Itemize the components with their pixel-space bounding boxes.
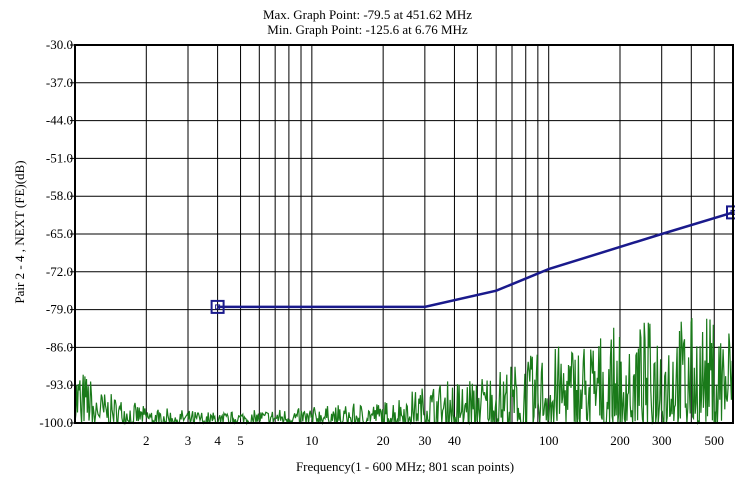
x-tick-label: 200 [610,433,630,448]
y-tick-label: -44.0 [46,113,73,128]
x-tick-label: 100 [539,433,559,448]
x-tick-label: 500 [704,433,724,448]
x-tick-label: 5 [237,433,244,448]
x-tick-label: 3 [185,433,192,448]
y-tick-label: -30.0 [46,37,73,52]
x-tick-label: 2 [143,433,150,448]
y-tick-label: -65.0 [46,226,73,241]
y-tick-label: -86.0 [46,339,73,354]
x-tick-label: 30 [418,433,431,448]
y-tick-labels: -30.0 -37.0 -44.0 -51.0 -58.0 -65.0 -72.0 -79.0… [39,37,73,430]
min-graph-point-label: Min. Graph Point: -125.6 at 6.76 MHz [267,22,468,37]
y-tick-label: -51.0 [46,150,73,165]
x-tick-label: 40 [448,433,461,448]
x-axis-label: Frequency(1 - 600 MHz; 801 scan points) [295,459,515,474]
x-tick-label: 10 [305,433,318,448]
y-axis-label: Pair 2 - 4 , NEXT (FE)(dB) [12,160,27,304]
limit-series [210,205,735,314]
x-tick-label: 300 [652,433,672,448]
y-tick-label: -79.0 [46,302,73,317]
y-tick-label: -93.0 [46,377,73,392]
measurement-series [74,317,734,426]
limit-marker-inner [215,304,221,310]
y-tick-label: -72.0 [46,264,73,279]
limit-marker [210,299,225,314]
x-tick-labels: 2 3 4 5 10 20 30 40 100 200 300 500 [143,433,724,448]
x-tick-label: 20 [377,433,390,448]
y-tick-label: -100.0 [39,415,73,430]
limit-line [217,211,734,309]
x-tick-label: 4 [214,433,221,448]
y-tick-label: -37.0 [46,75,73,90]
max-graph-point-label: Max. Graph Point: -79.5 at 451.62 MHz [262,7,473,22]
measurement-trace [74,317,734,426]
y-tick-label: -58.0 [46,188,73,203]
chart-grid [70,44,733,424]
plot-frame [74,44,734,424]
